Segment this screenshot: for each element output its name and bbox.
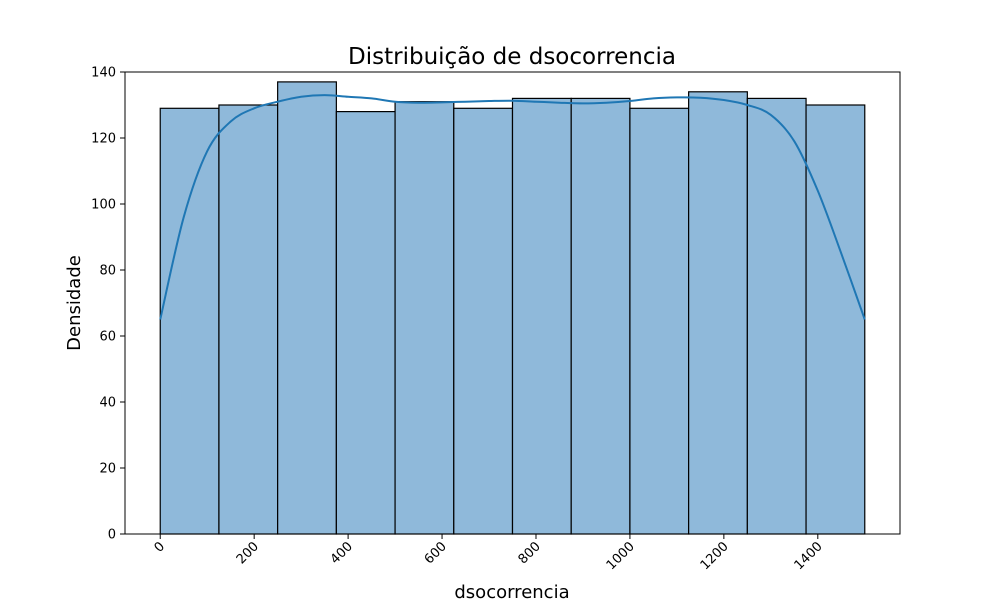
chart-title: Distribuição de dsocorrencia <box>348 44 676 70</box>
y-tick-label-60: 60 <box>99 330 116 345</box>
y-tick-label-20: 20 <box>99 462 116 477</box>
y-tick-label-40: 40 <box>99 396 116 411</box>
histogram-bar-0 <box>159 107 220 535</box>
x-tick-label-1400: 1400 <box>792 539 826 573</box>
histogram-bar-1 <box>218 104 279 535</box>
y-tick-label-80: 80 <box>99 264 116 279</box>
x-tick-label-600: 600 <box>422 539 450 567</box>
histogram-bar-6 <box>511 97 572 535</box>
kde-layer <box>159 94 866 320</box>
kde-line <box>159 94 866 320</box>
histogram-bar-4 <box>394 101 455 535</box>
x-tick-label-0: 0 <box>152 539 168 555</box>
x-tick-label-1000: 1000 <box>604 539 638 573</box>
histogram-bar-10 <box>746 97 807 535</box>
y-tick-label-0: 0 <box>108 528 116 543</box>
y-tick-label-100: 100 <box>91 198 116 213</box>
y-tick-label-140: 140 <box>91 66 116 81</box>
histogram-bar-3 <box>335 110 396 535</box>
histogram-bar-8 <box>629 107 690 535</box>
bars-layer <box>159 81 866 535</box>
x-tick-label-1200: 1200 <box>698 539 732 573</box>
histogram-bar-9 <box>688 91 748 535</box>
x-tick-label-400: 400 <box>328 539 356 567</box>
histogram-bar-2 <box>277 81 337 535</box>
histogram-bar-11 <box>805 104 866 535</box>
plot-frame <box>124 71 901 535</box>
y-axis-label: Densidade <box>64 255 85 351</box>
x-axis-label: dsocorrencia <box>454 582 569 600</box>
histogram-bar-7 <box>570 97 631 535</box>
x-tick-label-800: 800 <box>516 539 544 567</box>
histogram-bar-5 <box>453 107 514 535</box>
y-tick-label-120: 120 <box>91 132 116 147</box>
x-tick-label-200: 200 <box>234 539 262 567</box>
